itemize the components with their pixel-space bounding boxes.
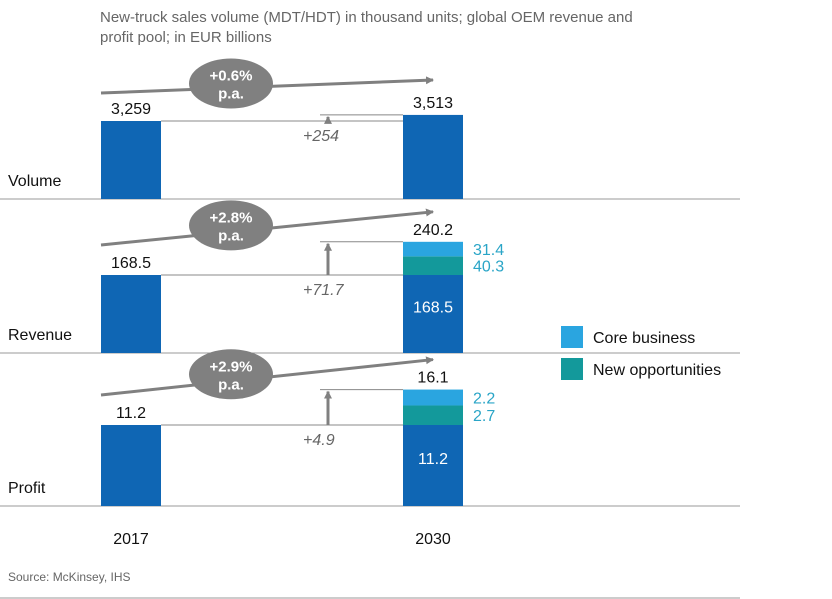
legend-swatch-new xyxy=(561,358,583,380)
revenue-value-2030: 240.2 xyxy=(413,222,453,239)
profit-segment-new-opportunities xyxy=(403,405,463,425)
legend-label-new: New opportunities xyxy=(593,362,721,379)
revenue-bar-2030-base-label: 168.5 xyxy=(413,299,453,316)
year-label-2017: 2017 xyxy=(113,531,149,548)
profit-growth-rate: +2.9% xyxy=(210,358,253,375)
source-note: Source: McKinsey, IHS xyxy=(8,570,130,584)
profit-delta-label: +4.9 xyxy=(303,432,335,449)
chart-subtitle-line2: profit pool; in EUR billions xyxy=(100,29,272,46)
revenue-growth-unit: p.a. xyxy=(218,227,244,244)
legend-label-core: Core business xyxy=(593,330,695,347)
revenue-row-label: Revenue xyxy=(8,327,72,344)
volume-row-label: Volume xyxy=(8,173,61,190)
profit-segment-label-new-opportunities: 2.7 xyxy=(473,408,495,425)
profit-growth-unit: p.a. xyxy=(218,376,244,393)
legend: Core business New opportunities xyxy=(561,326,721,380)
revenue-bar-2030-base xyxy=(403,275,463,353)
year-label-2030: 2030 xyxy=(415,531,451,548)
volume-growth-rate: +0.6% xyxy=(210,68,253,85)
profit-segment-label-core-business: 2.2 xyxy=(473,391,495,408)
profit-value-2030: 16.1 xyxy=(417,370,448,387)
profit-value-2017: 11.2 xyxy=(116,405,146,422)
revenue-segment-label-core-business: 31.4 xyxy=(473,242,504,259)
volume-value-2030: 3,513 xyxy=(413,95,453,112)
profit-row-label: Profit xyxy=(8,480,46,497)
revenue-bar-2017 xyxy=(101,275,161,353)
revenue-growth-rate: +2.8% xyxy=(210,209,253,226)
volume-bar-2017 xyxy=(101,121,161,199)
profit-bar-2017 xyxy=(101,425,161,506)
volume-bar-2030 xyxy=(403,114,463,199)
revenue-segment-new-opportunities xyxy=(403,256,463,275)
volume-growth-badge xyxy=(189,58,273,109)
legend-swatch-core xyxy=(561,326,583,348)
revenue-growth-badge xyxy=(189,200,273,251)
revenue-delta-label: +71.7 xyxy=(303,282,345,299)
volume-delta-label: +254 xyxy=(303,128,339,145)
profit-bar-2030-base-label: 11.2 xyxy=(418,451,448,468)
profit-growth-badge xyxy=(189,349,273,400)
profit-bar-2030-base xyxy=(403,425,463,506)
revenue-segment-label-new-opportunities: 40.3 xyxy=(473,259,504,276)
profit-segment-core-business xyxy=(403,389,463,406)
chart-subtitle-line1: New-truck sales volume (MDT/HDT) in thou… xyxy=(100,9,633,26)
revenue-segment-core-business xyxy=(403,241,463,257)
volume-growth-unit: p.a. xyxy=(218,86,244,103)
volume-value-2017: 3,259 xyxy=(111,101,151,118)
revenue-value-2017: 168.5 xyxy=(111,255,151,272)
